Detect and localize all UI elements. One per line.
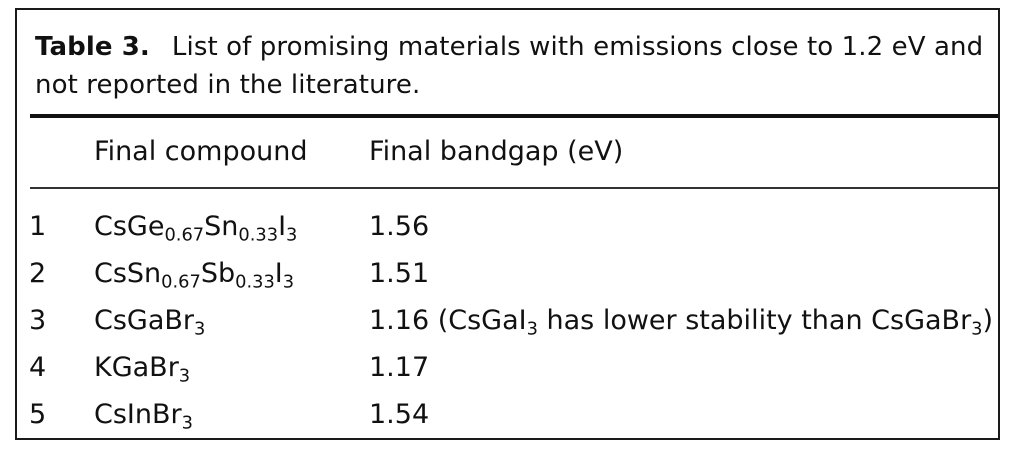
table-container: Table 3. List of promising materials with…	[15, 8, 1000, 440]
row-compound: CsGaBr3	[94, 305, 206, 340]
row-index: 3	[29, 305, 47, 336]
table-row: 3 CsGaBr3 1.16 (CsGaI3 has lower stabili…	[17, 301, 998, 347]
table-row: 2 CsSn0.67Sb0.33I3 1.51	[17, 254, 998, 300]
table-header-rule	[30, 187, 998, 189]
table-caption-text: List of promising materials with emissio…	[35, 32, 984, 100]
row-bandgap: 1.16 (CsGaI3 has lower stability than Cs…	[369, 305, 994, 340]
table-row: 4 KGaBr3 1.17	[17, 348, 998, 394]
row-compound: CsInBr3	[94, 399, 193, 434]
row-bandgap: 1.54	[369, 399, 430, 430]
table-top-rule	[30, 114, 998, 118]
table-caption: Table 3. List of promising materials with…	[35, 28, 995, 104]
table-row: 1 CsGe0.67Sn0.33I3 1.56	[17, 207, 998, 253]
header-final-compound: Final compound	[94, 136, 308, 167]
row-index: 2	[29, 258, 47, 289]
table-row: 5 CsInBr3 1.54	[17, 395, 998, 441]
row-index: 4	[29, 352, 47, 383]
row-index: 1	[29, 211, 47, 242]
table-caption-label: Table 3.	[35, 32, 150, 62]
row-compound: CsGe0.67Sn0.33I3	[94, 211, 298, 246]
row-compound: KGaBr3	[94, 352, 191, 387]
row-bandgap: 1.17	[369, 352, 430, 383]
row-index: 5	[29, 399, 47, 430]
row-bandgap: 1.51	[369, 258, 430, 289]
row-bandgap: 1.56	[369, 211, 430, 242]
row-compound: CsSn0.67Sb0.33I3	[94, 258, 295, 293]
header-final-bandgap: Final bandgap (eV)	[369, 136, 624, 167]
